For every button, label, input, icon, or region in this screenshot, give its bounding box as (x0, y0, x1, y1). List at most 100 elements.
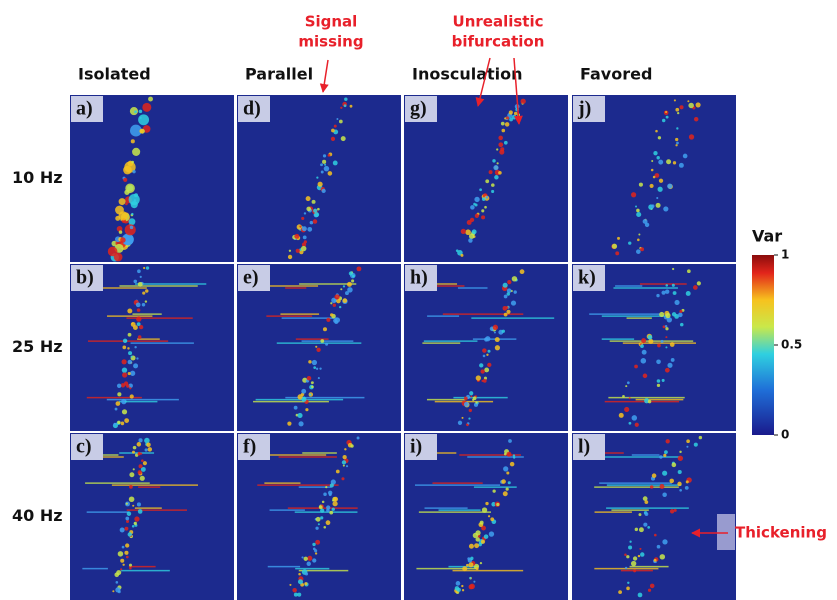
speckle (484, 368, 489, 373)
speckle (672, 268, 674, 270)
speckle (652, 473, 657, 478)
speckle (685, 486, 689, 490)
speckle (301, 246, 306, 251)
speckle (145, 300, 147, 302)
speckle (694, 443, 698, 447)
speckle (520, 269, 525, 274)
speckle (318, 182, 323, 187)
speckle (665, 336, 667, 338)
speckle (660, 484, 665, 489)
speckle (127, 308, 132, 313)
speckle (328, 171, 333, 176)
speckle (320, 163, 323, 166)
speckle (312, 200, 316, 204)
speckle (521, 99, 526, 104)
speckle (495, 345, 500, 350)
speckle (651, 204, 654, 207)
panel-label: h) (410, 267, 428, 289)
speckle (315, 552, 317, 554)
speckle (694, 117, 698, 121)
speckle (341, 136, 346, 141)
speckle (125, 224, 136, 235)
speckle (129, 564, 132, 567)
speckle (117, 392, 121, 396)
speckle (514, 112, 517, 115)
speckle (461, 229, 466, 234)
speckle (139, 464, 143, 468)
speckle (659, 312, 664, 317)
speckle (678, 456, 683, 461)
speckle (464, 397, 468, 401)
speckle (350, 444, 353, 447)
speckle (347, 287, 352, 292)
speckle (631, 561, 636, 566)
speckle (641, 338, 646, 343)
speckle (301, 556, 303, 558)
column-header: Parallel (245, 65, 313, 84)
speckle (125, 340, 127, 342)
speckle (324, 166, 329, 171)
speckle (648, 335, 653, 340)
speckle (645, 512, 649, 516)
speckle (672, 284, 675, 287)
speckle (679, 451, 681, 453)
speckle (306, 207, 311, 212)
speckle (662, 492, 667, 497)
speckle (307, 556, 312, 561)
speckle (323, 154, 326, 157)
speckle (504, 295, 508, 299)
speckle (351, 279, 354, 282)
speckle (120, 237, 126, 243)
speckle (128, 372, 131, 375)
speckle (643, 219, 648, 224)
speckle (304, 557, 308, 561)
speckle (693, 285, 698, 290)
speckle (637, 239, 640, 242)
speckle (289, 584, 291, 586)
speckle (319, 368, 321, 370)
speckle (129, 485, 133, 489)
speckle (638, 513, 641, 516)
speckle (287, 422, 291, 426)
speckle (648, 400, 651, 403)
speckle (316, 517, 321, 522)
speckle (469, 577, 471, 579)
speckle (627, 582, 629, 584)
speckle (314, 549, 317, 552)
speckle (509, 110, 513, 114)
speckle (667, 183, 672, 188)
speckle (141, 459, 144, 462)
speckle (658, 160, 663, 165)
speckle (294, 593, 298, 597)
speckle (656, 156, 659, 159)
speckle (127, 347, 129, 349)
speckle (304, 240, 307, 243)
speckle (665, 289, 669, 293)
speckle (666, 159, 671, 164)
speckle (473, 396, 477, 400)
speckle (484, 534, 489, 539)
speckle (311, 381, 314, 384)
speckle (114, 253, 123, 262)
colorbar (752, 255, 774, 435)
speckle (122, 346, 126, 350)
speckle (113, 423, 116, 426)
speckle (136, 316, 141, 321)
speckle (143, 267, 145, 269)
speckle (506, 310, 510, 314)
speckle (467, 557, 470, 560)
speckle (513, 456, 515, 458)
speckle (491, 183, 495, 187)
speckle (514, 290, 517, 293)
speckle (131, 356, 133, 358)
speckle (629, 422, 632, 425)
heatmap-panel: c) (70, 433, 234, 600)
speckle (654, 534, 657, 537)
speckle (666, 116, 669, 119)
speckle (344, 448, 346, 450)
speckle (134, 516, 139, 521)
speckle (494, 175, 498, 179)
speckle (696, 102, 701, 107)
speckle (292, 588, 297, 593)
speckle (132, 525, 135, 528)
